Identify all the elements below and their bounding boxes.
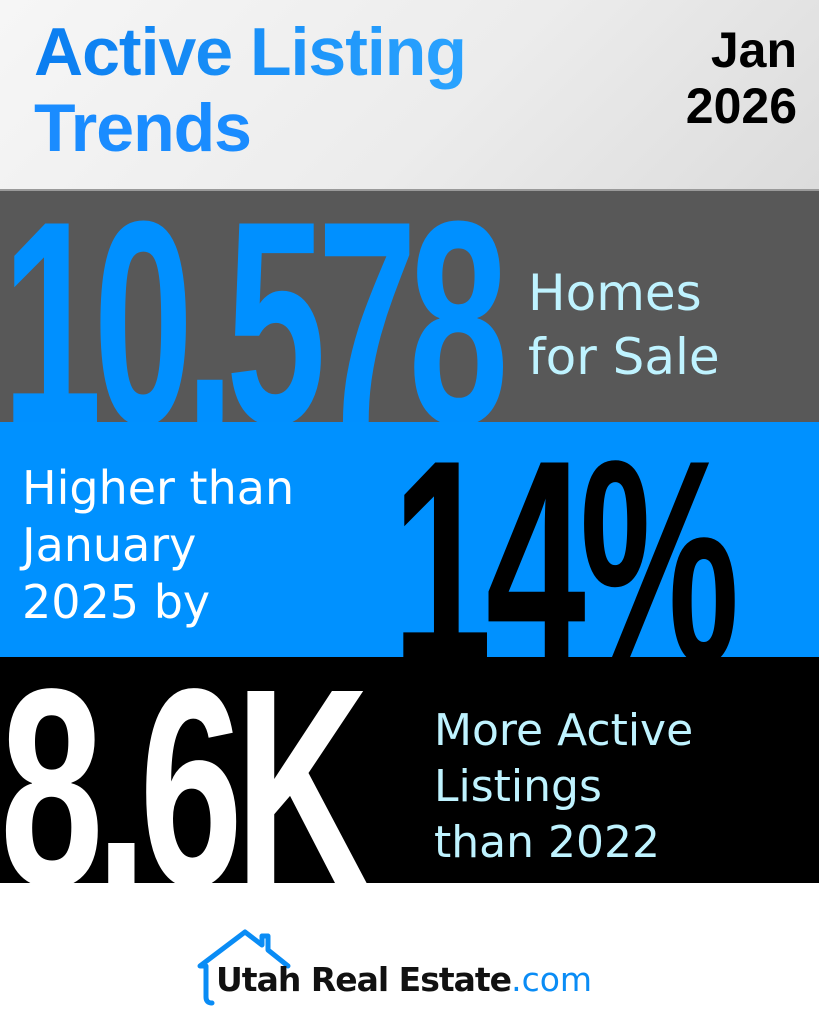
house-outline-icon — [197, 929, 291, 1006]
label-line: Homes — [528, 264, 702, 322]
stat-vs-2022: 8.6K More Active Listings than 2022 — [0, 657, 819, 883]
stat-homes-for-sale: 10,578 Homes for Sale — [0, 191, 819, 422]
label-line: January — [22, 518, 197, 572]
stat-value-vs-2022: 8.6K — [0, 657, 369, 883]
brand-tld: .com — [511, 960, 593, 999]
label-line: Higher than — [22, 461, 295, 515]
label-line: More Active — [434, 705, 694, 756]
date-month: Jan — [710, 22, 797, 78]
stat-value-yoy: 14% — [392, 422, 739, 657]
brand-name-text: Utah Real Estate — [216, 960, 512, 999]
stat-yoy-change: Higher than January 2025 by 14% — [0, 422, 819, 657]
title-line-1: Active Listing — [34, 14, 467, 90]
report-date: Jan 2026 — [686, 22, 797, 134]
label-line: than 2022 — [434, 817, 660, 868]
footer — [0, 883, 819, 1024]
page-title: Active Listing Trends — [34, 14, 467, 166]
stat-label-yoy: Higher than January 2025 by — [22, 460, 294, 631]
label-line: for Sale — [528, 328, 720, 386]
stat-label-vs-2022: More Active Listings than 2022 — [434, 703, 693, 871]
title-line-2: Trends — [34, 90, 252, 166]
brand-name: Utah Real Estate.com — [216, 960, 592, 1000]
header: Active Listing Trends Jan 2026 — [0, 0, 819, 191]
stat-value-homes: 10,578 — [2, 191, 509, 422]
label-line: Listings — [434, 761, 602, 812]
stat-label-homes: Homes for Sale — [528, 261, 720, 389]
label-line: 2025 by — [22, 575, 211, 629]
date-year: 2026 — [685, 78, 797, 134]
brand-logo[interactable]: Utah Real Estate.com — [196, 928, 636, 1008]
